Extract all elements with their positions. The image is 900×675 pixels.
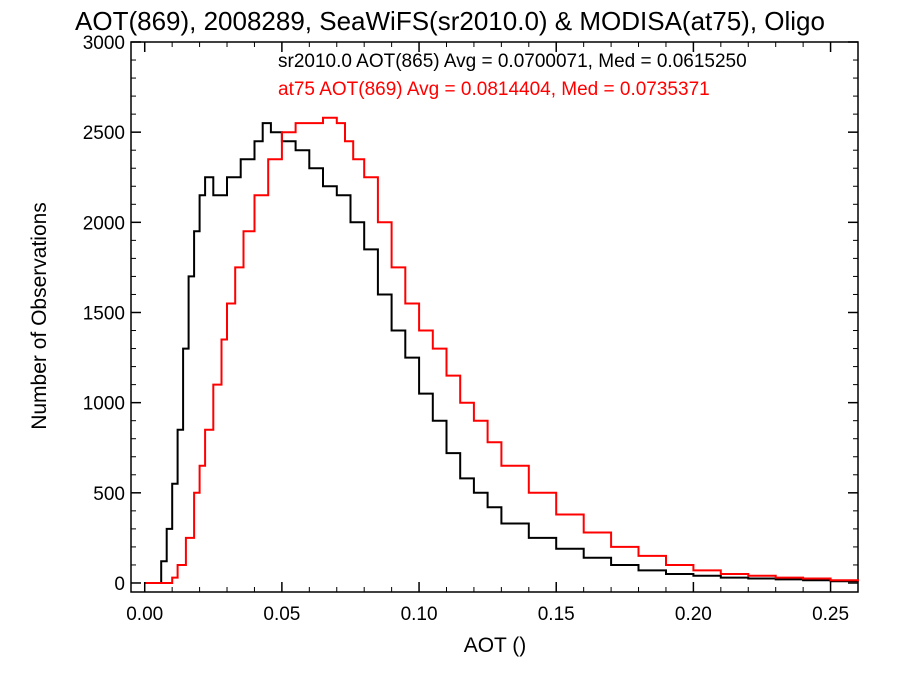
chart-title: AOT(869), 2008289, SeaWiFS(sr2010.0) & M…: [75, 6, 825, 36]
series-line-0: [144, 122, 859, 584]
x-tick-label: 0.25: [812, 604, 849, 625]
y-tick-label: 2000: [83, 213, 125, 234]
black-series-stats-annotation: sr2010.0 AOT(865) Avg = 0.0700071, Med =…: [278, 51, 747, 72]
y-axis-label: Number of Observations: [28, 202, 51, 430]
y-tick-label: 2500: [83, 123, 125, 144]
y-tick-label: 500: [93, 484, 125, 505]
x-tick-label: 0.15: [538, 604, 575, 625]
x-tick-label: 0.10: [401, 604, 438, 625]
x-tick-label: 0.05: [263, 604, 300, 625]
series-layer: [144, 116, 859, 584]
axes-layer: 0.00 0.05 0.10 0.15 0.20 0.25 0 500 1000 1500 2000…: [83, 33, 858, 625]
x-tick-label: 0.00: [126, 604, 163, 625]
y-tick-label: 3000: [83, 33, 125, 54]
series-line-1: [144, 116, 859, 584]
x-axis-label: AOT (): [464, 634, 527, 657]
plot-frame: [130, 41, 859, 593]
y-tick-label: 1500: [83, 303, 125, 324]
plot-area: [130, 41, 859, 593]
y-tick-label: 0: [114, 574, 125, 595]
red-series-stats-annotation: at75 AOT(869) Avg = 0.0814404, Med = 0.0…: [278, 79, 710, 100]
x-tick-label: 0.20: [675, 604, 712, 625]
y-tick-label: 1000: [83, 394, 125, 415]
